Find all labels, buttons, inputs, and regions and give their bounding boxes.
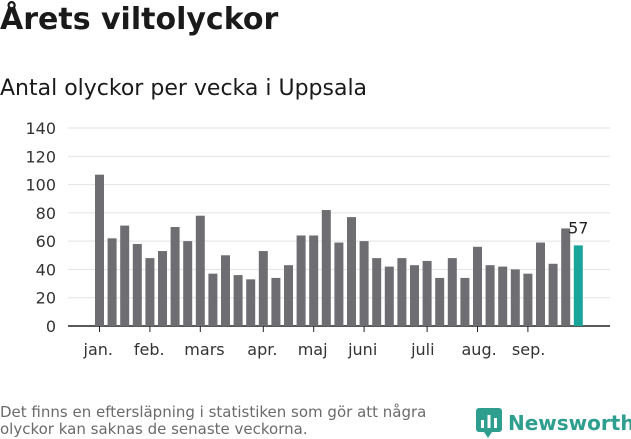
brand: Newsworthy — [476, 408, 631, 438]
x-tick-label: juli — [410, 340, 434, 359]
bar — [95, 174, 104, 326]
bar — [170, 227, 180, 326]
bar — [561, 228, 571, 326]
x-tick-label: apr. — [247, 340, 277, 359]
bar — [384, 266, 394, 326]
bar — [120, 225, 130, 326]
brand-name: Newsworthy — [508, 411, 631, 435]
bar — [372, 258, 382, 326]
y-tick-label: 80 — [36, 204, 56, 223]
bar — [536, 242, 545, 326]
y-axis-ticks: 0 20 40 60 80 100 120 140 — [25, 119, 56, 336]
x-tick-label: mars — [184, 340, 224, 359]
bar — [523, 273, 533, 326]
x-tick-label: aug. — [462, 340, 497, 359]
x-tick-label: maj — [298, 340, 328, 359]
bar — [296, 235, 306, 326]
bar — [309, 235, 319, 326]
chart-title: Årets viltolyckor — [0, 2, 279, 37]
bars — [95, 174, 583, 326]
bar — [271, 277, 281, 326]
x-tick-label: jan. — [83, 340, 113, 359]
y-tick-label: 20 — [36, 289, 56, 308]
bar — [208, 273, 218, 326]
y-tick-label: 140 — [25, 119, 56, 138]
bar — [347, 217, 356, 326]
bar — [359, 241, 369, 326]
bar — [548, 263, 558, 326]
bar — [107, 238, 117, 326]
bar — [397, 258, 407, 326]
bar — [498, 266, 508, 326]
bar — [158, 251, 167, 326]
bar — [233, 275, 243, 326]
bar — [195, 215, 205, 326]
bar — [485, 265, 495, 326]
newsworthy-logo-icon — [476, 408, 502, 438]
y-tick-label: 100 — [25, 176, 56, 195]
y-tick-label: 0 — [46, 317, 56, 336]
bar — [321, 210, 331, 326]
bar — [145, 258, 155, 326]
x-tick-label: sep. — [512, 340, 545, 359]
bar — [246, 279, 256, 326]
bar — [435, 277, 445, 326]
bar — [447, 258, 457, 326]
y-tick-label: 120 — [25, 147, 56, 166]
footnote: Det finns en eftersläpning i statistiken… — [0, 403, 427, 438]
bar — [284, 265, 293, 326]
x-tick-label: juni — [347, 340, 377, 359]
x-axis-ticks: jan. feb. mars apr. maj juni juli aug. sep. — [83, 326, 545, 359]
bar — [258, 251, 268, 326]
y-tick-label: 60 — [36, 232, 56, 251]
bar — [510, 269, 520, 326]
y-tick-label: 40 — [36, 260, 56, 279]
bar — [334, 242, 344, 326]
bar — [410, 265, 419, 326]
bar — [473, 246, 482, 326]
bar — [183, 241, 193, 326]
bar — [460, 277, 470, 326]
bar — [221, 255, 230, 326]
bar — [132, 243, 142, 326]
latest-value-label: 57 — [568, 218, 588, 237]
x-tick-label: feb. — [134, 340, 165, 359]
bar-latest-week — [573, 245, 583, 326]
bar — [422, 260, 432, 326]
chart-subtitle: Antal olyckor per vecka i Uppsala — [0, 76, 368, 101]
